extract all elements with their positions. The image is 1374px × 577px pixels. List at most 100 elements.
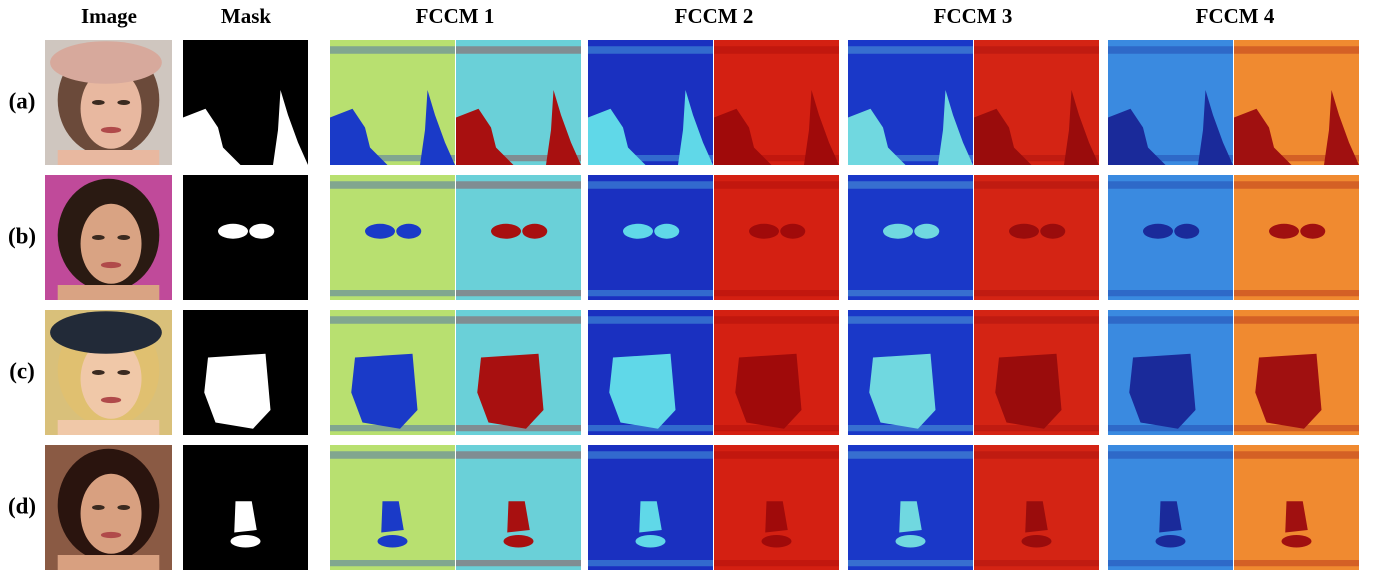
heatmap	[330, 445, 455, 570]
heatmap	[330, 40, 455, 165]
heatmap-band	[588, 316, 713, 324]
heatmap-band	[456, 181, 581, 189]
heatmap-band	[1108, 451, 1233, 459]
eye	[92, 100, 105, 105]
heatmap-region	[869, 354, 935, 429]
eye	[117, 235, 130, 240]
heatmap-region	[522, 224, 547, 239]
mask-image	[183, 40, 308, 165]
mask-region	[218, 224, 248, 239]
heatmap	[456, 40, 581, 165]
heatmap-band	[848, 560, 973, 566]
heatmap-band	[456, 560, 581, 566]
heatmap-region	[504, 535, 534, 548]
heatmap	[330, 310, 455, 435]
heatmap-band	[1108, 290, 1233, 296]
heatmap-band	[1234, 290, 1359, 296]
heatmap	[714, 175, 839, 300]
heatmap-band	[1234, 560, 1359, 566]
heatmap-band	[848, 181, 973, 189]
face-image	[45, 175, 172, 300]
column-header: FCCM 4	[1196, 4, 1275, 28]
heatmap	[1108, 310, 1233, 435]
heatmap-band	[974, 560, 1099, 566]
heatmap-region	[378, 535, 408, 548]
heatmap-band	[456, 290, 581, 296]
heatmap-region	[477, 354, 543, 429]
heatmap-band	[330, 290, 455, 296]
heatmap-band	[456, 451, 581, 459]
heatmap-band	[848, 316, 973, 324]
column-header: FCCM 1	[416, 4, 495, 28]
heatmap	[974, 445, 1099, 570]
heatmap	[1108, 40, 1233, 165]
heatmap-region	[749, 224, 779, 239]
heatmap-band	[1234, 46, 1359, 54]
heatmap-band	[456, 316, 581, 324]
shoulders	[58, 555, 160, 570]
heatmap-band	[588, 560, 713, 566]
row-label: (b)	[8, 223, 36, 248]
heatmap-region	[735, 354, 801, 429]
heatmap-region	[623, 224, 653, 239]
heatmap-band	[714, 290, 839, 296]
heatmap-band	[1234, 451, 1359, 459]
heatmap	[456, 445, 581, 570]
heatmap-band	[974, 316, 1099, 324]
heatmap	[456, 175, 581, 300]
eye	[92, 370, 105, 375]
heatmap	[974, 175, 1099, 300]
heatmap	[1234, 445, 1359, 570]
heatmap-region	[1174, 224, 1199, 239]
heatmap-band	[1234, 181, 1359, 189]
heatmap-region	[883, 224, 913, 239]
heatmap-region	[1269, 224, 1299, 239]
heatmap-region	[1129, 354, 1195, 429]
column-header: Mask	[221, 4, 271, 28]
eye	[92, 235, 105, 240]
heatmap	[848, 175, 973, 300]
heatmap-band	[1108, 560, 1233, 566]
heatmap	[848, 310, 973, 435]
row-label: (d)	[8, 493, 36, 518]
heatmap-band	[714, 316, 839, 324]
heatmap-region	[896, 535, 926, 548]
row-label: (a)	[9, 88, 36, 113]
heatmap-band	[974, 290, 1099, 296]
eye	[117, 370, 130, 375]
heatmap-band	[1108, 316, 1233, 324]
heatmap-bg	[1108, 175, 1233, 300]
figure: Image Mask FCCM 1 FCCM 2 FCCM 3 FCCM 4 (…	[0, 0, 1374, 572]
shoulders	[58, 285, 160, 300]
heatmap-band	[1234, 316, 1359, 324]
heatmap-region	[780, 224, 805, 239]
face-image	[45, 445, 172, 570]
heatmap-region	[654, 224, 679, 239]
heatmap	[714, 40, 839, 165]
mask-image	[183, 175, 308, 300]
heatmap-band	[456, 46, 581, 54]
mouth	[101, 397, 121, 403]
mouth	[101, 127, 121, 133]
heatmap-band	[588, 290, 713, 296]
face	[81, 204, 142, 284]
heatmap-region	[1022, 535, 1052, 548]
heatmap-region	[1300, 224, 1325, 239]
heatmap-band	[974, 181, 1099, 189]
mask-region	[204, 354, 270, 429]
heatmap-band	[330, 451, 455, 459]
heatmap-band	[588, 451, 713, 459]
heatmap-band	[1108, 181, 1233, 189]
heatmap-region	[396, 224, 421, 239]
heatmap	[1108, 445, 1233, 570]
heatmap-bg	[974, 175, 1099, 300]
heatmap-band	[974, 451, 1099, 459]
hat	[50, 41, 162, 84]
heatmap-band	[330, 560, 455, 566]
mouth	[101, 532, 121, 538]
shoulders	[58, 420, 160, 435]
heatmap	[1234, 40, 1359, 165]
heatmap-bg	[456, 175, 581, 300]
shoulders	[58, 150, 160, 165]
heatmap-band	[588, 181, 713, 189]
